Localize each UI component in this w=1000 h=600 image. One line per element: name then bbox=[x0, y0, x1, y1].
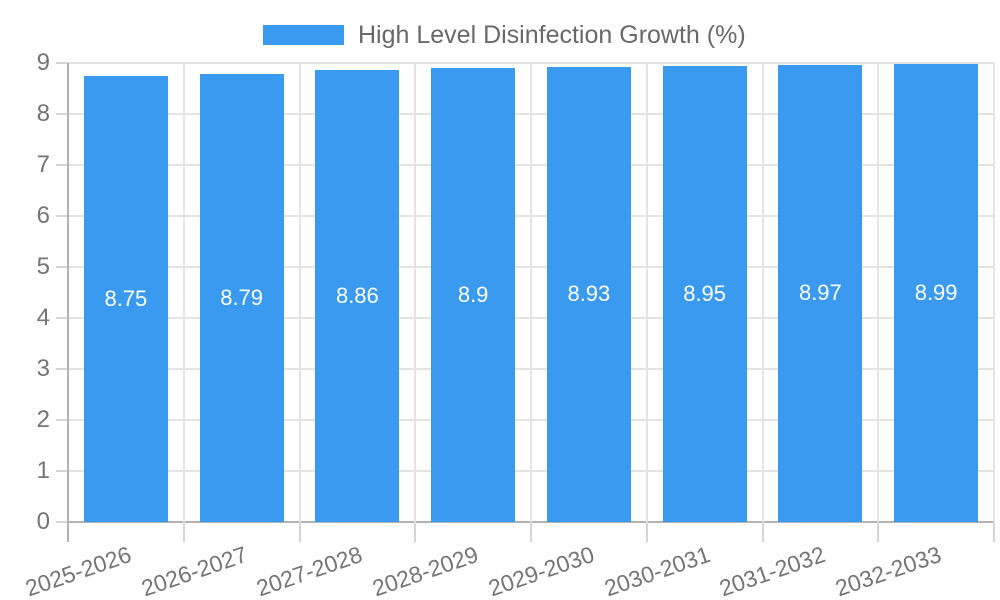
bar bbox=[894, 63, 979, 522]
y-axis-line bbox=[67, 63, 69, 542]
x-axis-tick-label: 2025-2026 bbox=[21, 541, 135, 600]
x-gridline bbox=[298, 63, 301, 522]
y-axis-tick-label: 0 bbox=[36, 508, 50, 535]
bar-value-label: 8.79 bbox=[220, 284, 264, 310]
y-axis-tick bbox=[56, 521, 68, 523]
x-axis-tick-label: 2027-2028 bbox=[253, 541, 366, 600]
bar bbox=[83, 75, 168, 522]
x-axis-tick bbox=[298, 522, 301, 542]
x-axis-tick-label: 2029-2030 bbox=[484, 541, 598, 600]
y-axis-tick bbox=[56, 368, 68, 370]
y-axis-tick-label: 3 bbox=[36, 355, 50, 382]
x-axis-tick bbox=[414, 522, 417, 542]
bar-value-label: 8.75 bbox=[104, 285, 148, 311]
y-axis-tick-label: 1 bbox=[36, 457, 50, 484]
bar bbox=[431, 68, 516, 522]
bar-value-label: 8.9 bbox=[457, 282, 489, 308]
y-axis-tick bbox=[56, 266, 68, 268]
legend-label: High Level Disinfection Growth (%) bbox=[358, 21, 746, 49]
x-axis-tick bbox=[182, 522, 185, 542]
y-axis-tick bbox=[56, 317, 68, 319]
y-axis-tick-label: 5 bbox=[36, 253, 50, 280]
y-axis-tick-label: 7 bbox=[36, 151, 50, 178]
y-axis-tick-label: 9 bbox=[36, 49, 50, 76]
x-axis-tick-label: 2031-2032 bbox=[716, 541, 829, 600]
x-gridline bbox=[761, 63, 764, 522]
x-gridline bbox=[414, 63, 417, 522]
bar bbox=[315, 70, 400, 522]
legend-swatch bbox=[263, 25, 344, 45]
y-axis-tick bbox=[56, 62, 68, 64]
x-gridline bbox=[182, 63, 185, 522]
x-axis-tick bbox=[993, 522, 995, 542]
x-gridline bbox=[645, 63, 648, 522]
chart-legend[interactable]: High Level Disinfection Growth (%) bbox=[0, 0, 1000, 50]
y-axis-tick-label: 2 bbox=[36, 406, 50, 433]
bar bbox=[662, 65, 747, 522]
y-axis-tick bbox=[56, 164, 68, 166]
bar bbox=[546, 66, 631, 522]
y-axis-tick-label: 4 bbox=[36, 304, 50, 331]
x-axis-tick-label: 2028-2029 bbox=[369, 541, 482, 600]
x-gridline bbox=[877, 63, 880, 522]
bar-value-label: 8.97 bbox=[798, 280, 842, 306]
x-axis-tick bbox=[530, 522, 532, 542]
y-axis-tick-label: 8 bbox=[36, 100, 50, 127]
bar-value-label: 8.99 bbox=[914, 279, 958, 305]
x-axis-tick-label: 2032-2033 bbox=[832, 541, 945, 600]
y-axis-tick bbox=[56, 215, 68, 217]
y-axis-tick bbox=[56, 470, 68, 472]
x-axis-tick-label: 2030-2031 bbox=[600, 541, 714, 600]
y-axis-tick bbox=[56, 113, 68, 115]
x-axis-tick bbox=[761, 522, 764, 542]
y-axis-tick-label: 6 bbox=[36, 202, 50, 229]
bar bbox=[199, 73, 284, 522]
x-axis-tick-label: 2026-2027 bbox=[137, 541, 251, 600]
x-axis-tick bbox=[645, 522, 648, 542]
x-axis-tick bbox=[877, 522, 880, 542]
y-axis-tick bbox=[56, 419, 68, 421]
x-gridline bbox=[530, 63, 532, 522]
x-gridline bbox=[993, 63, 995, 522]
bar-value-label: 8.86 bbox=[335, 283, 379, 309]
bar-value-label: 8.95 bbox=[683, 280, 727, 306]
bar bbox=[778, 64, 863, 522]
bar-value-label: 8.93 bbox=[567, 281, 611, 307]
